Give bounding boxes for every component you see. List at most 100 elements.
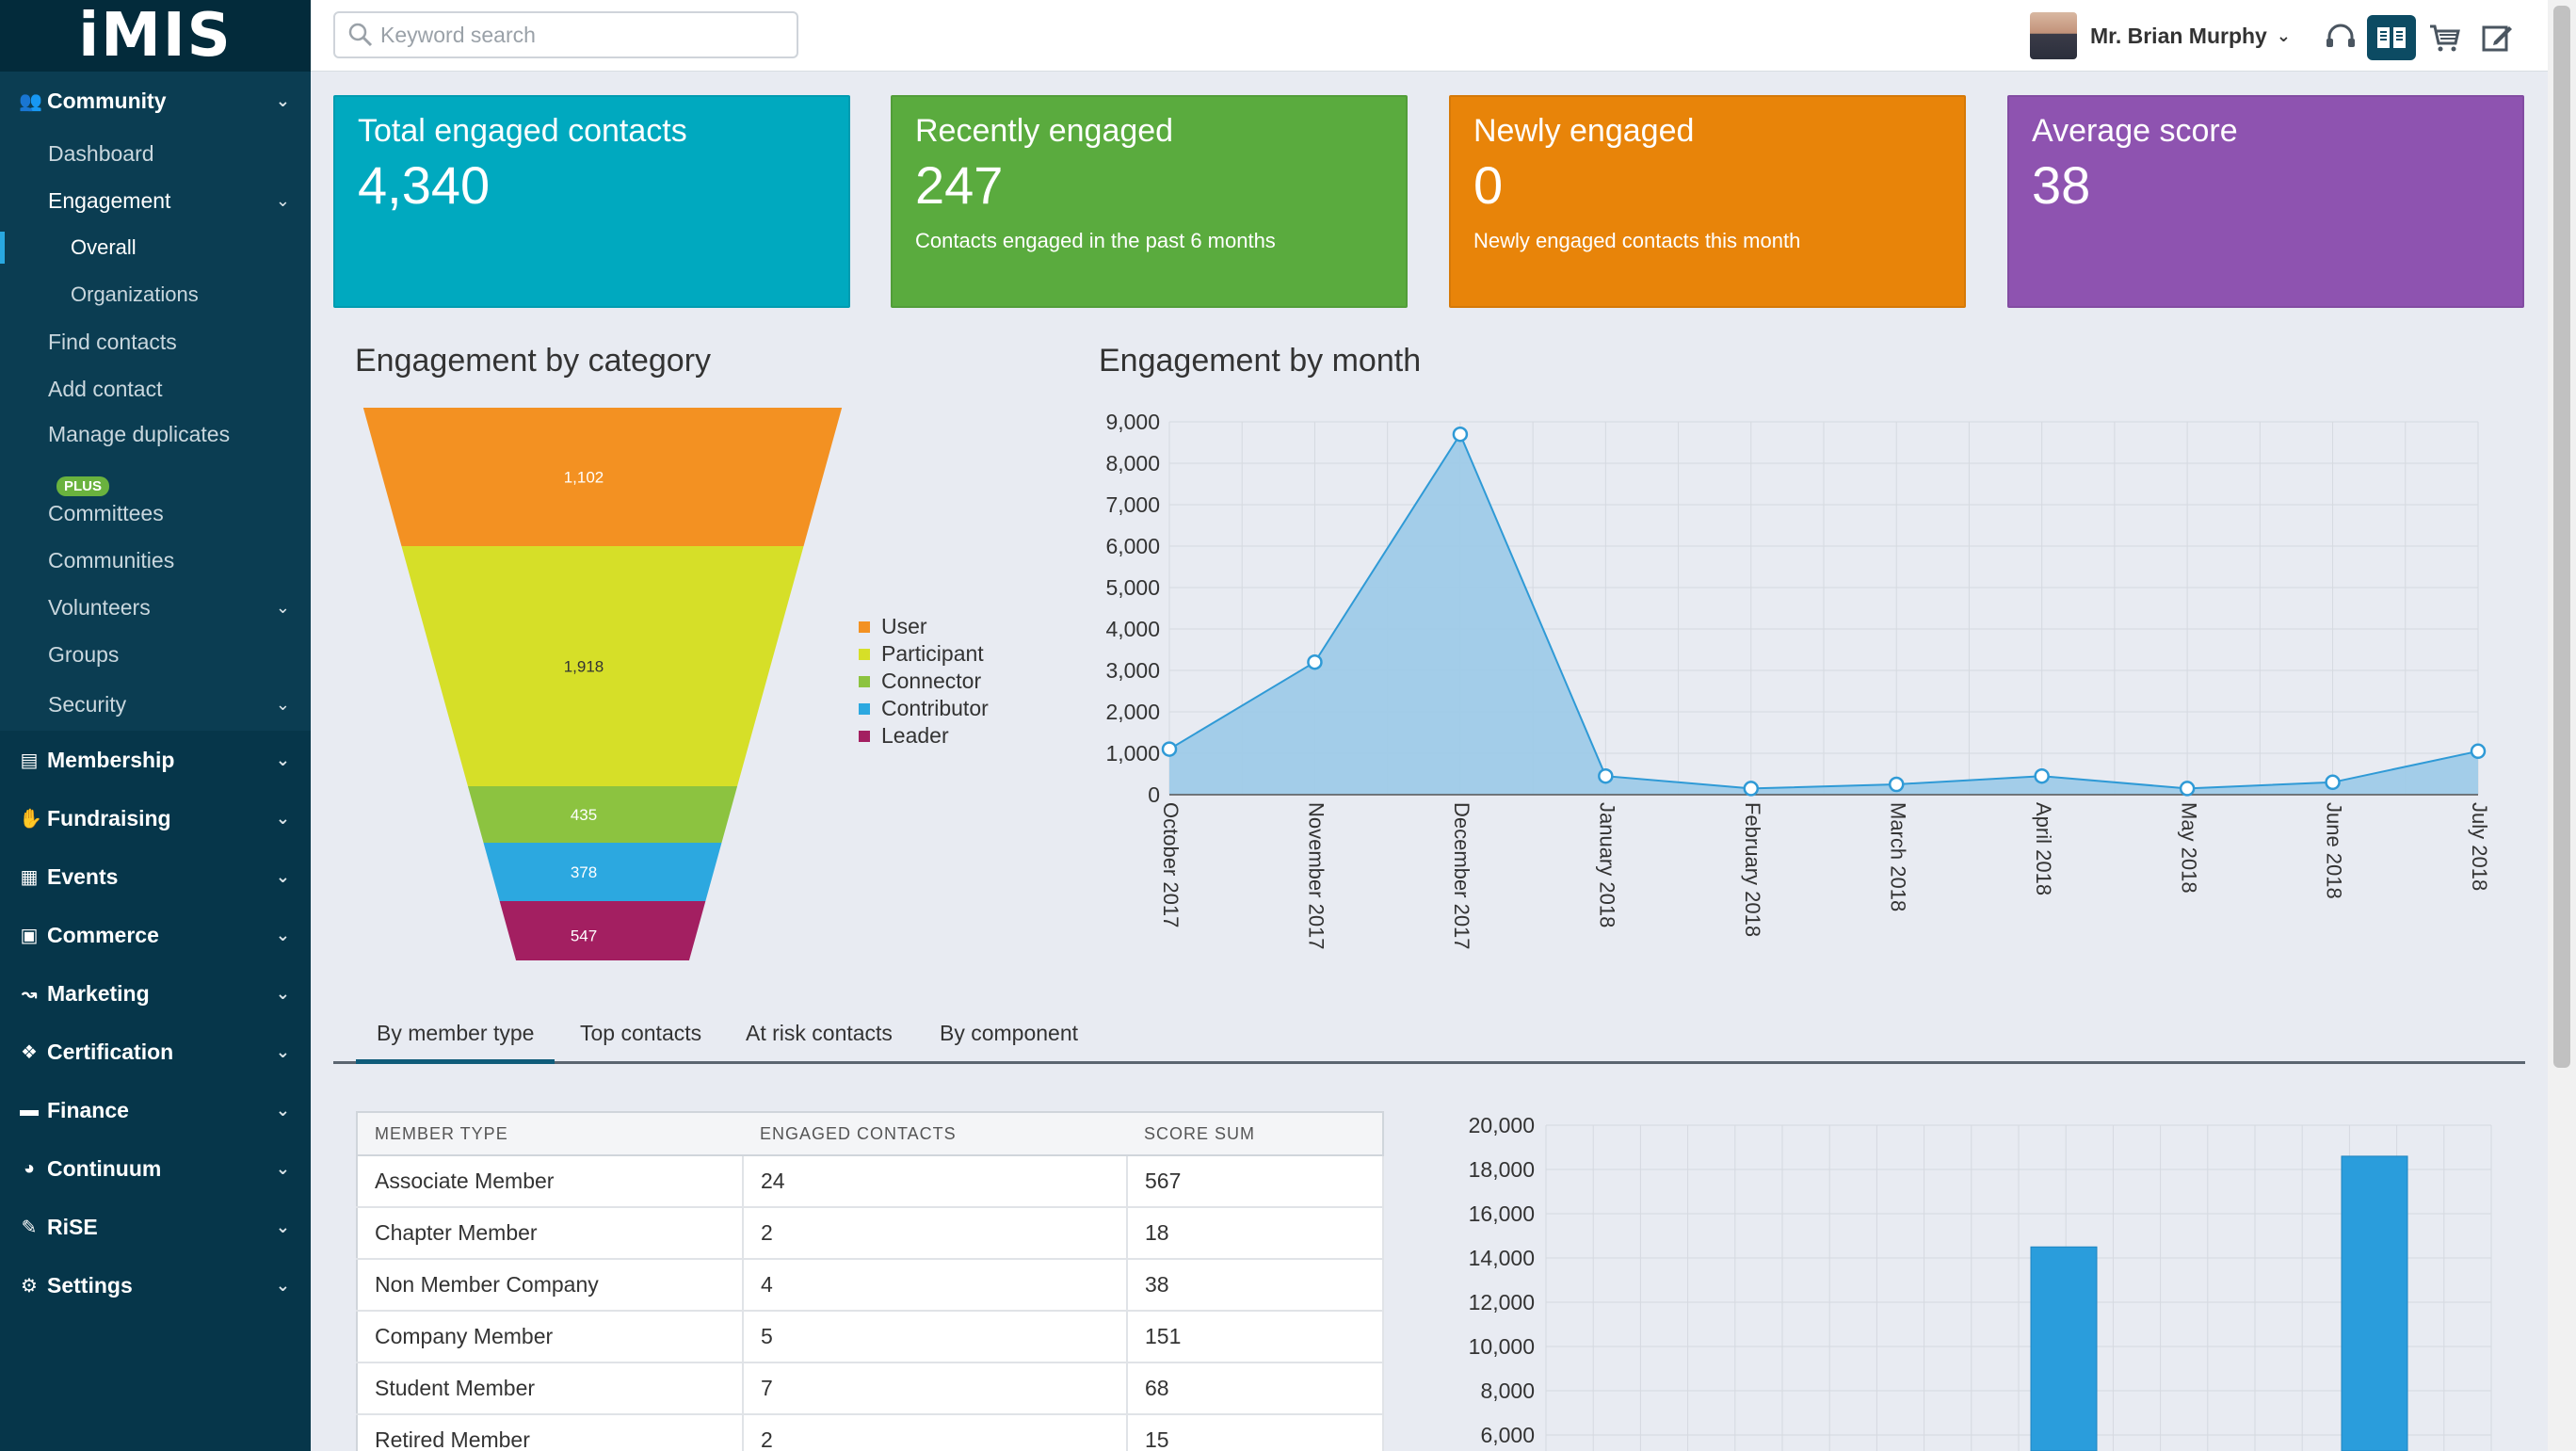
legend-label: User bbox=[881, 614, 927, 638]
book-icon[interactable] bbox=[2367, 15, 2416, 60]
data-point[interactable] bbox=[2034, 767, 2050, 784]
sidebar-item-marketing[interactable]: ↝ Marketing ⌄ bbox=[0, 964, 311, 1023]
card-value: 38 bbox=[2032, 155, 2091, 215]
legend-item-contributor[interactable]: Contributor bbox=[859, 696, 989, 721]
table-row[interactable]: Chapter Member 2 18 bbox=[357, 1207, 1384, 1260]
table-row[interactable]: Retired Member 2 15 bbox=[357, 1414, 1384, 1451]
sidebar-item-label: Fundraising bbox=[47, 805, 171, 830]
money-icon: ▬ bbox=[20, 1099, 39, 1120]
cell: Associate Member bbox=[357, 1155, 744, 1208]
sidebar-item-find-contacts[interactable]: Find contacts bbox=[48, 329, 177, 354]
legend-item-user[interactable]: User bbox=[859, 614, 927, 639]
legend-swatch bbox=[859, 730, 870, 742]
sidebar-item-events[interactable]: ▦ Events ⌄ bbox=[0, 847, 311, 906]
sidebar-item-security[interactable]: Security ⌄ bbox=[0, 678, 311, 731]
legend-item-participant[interactable]: Participant bbox=[859, 641, 984, 667]
search-box[interactable] bbox=[333, 11, 798, 58]
y-tick-label: 14,000 bbox=[1469, 1246, 1535, 1270]
user-menu[interactable]: Mr. Brian Murphy ⌄ bbox=[2030, 11, 2291, 60]
y-tick-label: 5,000 bbox=[1105, 575, 1160, 600]
sidebar-item-certification[interactable]: ❖ Certification ⌄ bbox=[0, 1023, 311, 1081]
sidebar-item-fundraising[interactable]: ✋ Fundraising ⌄ bbox=[0, 789, 311, 847]
data-point[interactable] bbox=[2325, 774, 2341, 791]
sidebar-item-settings[interactable]: ⚙ Settings ⌄ bbox=[0, 1256, 311, 1314]
x-tick-label: October 2017 bbox=[1159, 802, 1183, 927]
data-point[interactable] bbox=[1161, 741, 1178, 757]
sidebar-item-committees[interactable]: Committees bbox=[48, 500, 164, 525]
x-tick-label: December 2017 bbox=[1450, 802, 1473, 950]
y-tick-label: 0 bbox=[1148, 782, 1160, 807]
legend-item-connector[interactable]: Connector bbox=[859, 669, 981, 694]
card-title: Newly engaged bbox=[1473, 113, 1695, 149]
search-input[interactable] bbox=[380, 22, 776, 48]
bar[interactable] bbox=[2341, 1155, 2408, 1451]
sidebar-item-dashboard[interactable]: Dashboard bbox=[48, 140, 154, 166]
imis-logo[interactable]: iMIS bbox=[0, 0, 311, 72]
sidebar-item-finance[interactable]: ▬ Finance ⌄ bbox=[0, 1081, 311, 1139]
legend-item-leader[interactable]: Leader bbox=[859, 723, 949, 749]
sidebar-item-community[interactable]: 👥 Community ⌄ bbox=[0, 72, 311, 130]
sidebar-item-continuum[interactable]: ◕ Continuum ⌄ bbox=[0, 1139, 311, 1198]
y-tick-label: 20,000 bbox=[1469, 1113, 1535, 1137]
cart-icon[interactable] bbox=[2423, 17, 2465, 58]
tab-bar: By member type Top contacts At risk cont… bbox=[333, 1008, 2525, 1064]
headset-icon[interactable] bbox=[2320, 17, 2361, 58]
sidebar-item-label: Finance bbox=[47, 1097, 129, 1122]
x-tick-label: February 2018 bbox=[1741, 802, 1764, 937]
table-row[interactable]: Non Member Company 4 38 bbox=[357, 1259, 1384, 1312]
tab-by-member-type[interactable]: By member type bbox=[356, 1021, 555, 1064]
sidebar-item-label: Events bbox=[47, 863, 119, 889]
column-header[interactable]: SCORE SUM bbox=[1127, 1112, 1383, 1156]
data-point[interactable] bbox=[2179, 781, 2196, 797]
sidebar-item-add-contact[interactable]: Add contact bbox=[48, 376, 163, 401]
table-row[interactable]: Student Member 7 68 bbox=[357, 1362, 1384, 1415]
sidebar-item-communities[interactable]: Communities bbox=[48, 547, 175, 572]
sidebar-item-overall[interactable]: Overall bbox=[0, 224, 311, 271]
funnel-segment-user[interactable] bbox=[362, 408, 843, 546]
data-point[interactable] bbox=[1598, 767, 1614, 784]
data-point[interactable] bbox=[1452, 426, 1469, 443]
bar[interactable] bbox=[2030, 1246, 2098, 1451]
sidebar-item-groups[interactable]: Groups bbox=[48, 641, 120, 667]
y-tick-label: 10,000 bbox=[1469, 1334, 1535, 1359]
chevron-down-icon: ⌄ bbox=[275, 750, 290, 769]
page-scrollbar[interactable] bbox=[2548, 0, 2576, 1451]
data-point[interactable] bbox=[1743, 781, 1760, 797]
data-point[interactable] bbox=[1888, 776, 1905, 793]
legend-label: Contributor bbox=[881, 696, 989, 720]
cell: 38 bbox=[1127, 1259, 1384, 1312]
chevron-down-icon: ⌄ bbox=[2276, 25, 2291, 45]
funnel-segment-contributor[interactable] bbox=[483, 843, 722, 901]
sidebar-item-membership[interactable]: ▤ Membership ⌄ bbox=[0, 731, 311, 789]
data-point[interactable] bbox=[2470, 743, 2487, 760]
sidebar-item-label: Engagement bbox=[48, 187, 171, 213]
table-row[interactable]: Associate Member 24 567 bbox=[357, 1155, 1384, 1208]
data-point[interactable] bbox=[1307, 653, 1323, 670]
chevron-down-icon: ⌄ bbox=[275, 1275, 290, 1295]
column-header[interactable]: MEMBER TYPE bbox=[357, 1112, 743, 1156]
sidebar-item-organizations[interactable]: Organizations bbox=[71, 282, 199, 306]
sidebar-item-commerce[interactable]: ▣ Commerce ⌄ bbox=[0, 906, 311, 964]
tab-by-component[interactable]: By component bbox=[940, 1021, 1079, 1045]
edit-icon[interactable] bbox=[2476, 17, 2518, 58]
column-header[interactable]: ENGAGED CONTACTS bbox=[743, 1112, 1127, 1156]
funnel-segment-connector[interactable] bbox=[467, 786, 738, 843]
sidebar-item-manage-duplicates[interactable]: Manage duplicates bbox=[48, 422, 231, 446]
community-section: 👥 Community ⌄ Dashboard Engagement ⌄ Ove… bbox=[0, 72, 311, 731]
avatar bbox=[2030, 12, 2077, 59]
member-type-bar-chart: 6,000 8,000 10,000 12,000 14,000 16,000 18,000… bbox=[1469, 1113, 2492, 1451]
sidebar-item-engagement[interactable]: Engagement ⌄ bbox=[0, 177, 311, 224]
y-tick-label: 18,000 bbox=[1469, 1157, 1535, 1182]
tab-top-contacts[interactable]: Top contacts bbox=[580, 1021, 702, 1045]
table-row[interactable]: Company Member 5 151 bbox=[357, 1311, 1384, 1363]
card-value: 0 bbox=[1473, 155, 1504, 215]
sidebar-item-rise[interactable]: ✎ RiSE ⌄ bbox=[0, 1198, 311, 1256]
funnel-segment-leader[interactable] bbox=[499, 901, 706, 960]
y-tick-label: 9,000 bbox=[1105, 410, 1160, 434]
card-recently-engaged: Recently engaged 247 Contacts engaged in… bbox=[891, 95, 1408, 308]
funnel-segment-participant[interactable] bbox=[401, 546, 804, 786]
x-tick-label: March 2018 bbox=[1886, 802, 1909, 911]
tab-at-risk-contacts[interactable]: At risk contacts bbox=[746, 1021, 893, 1045]
sidebar-item-volunteers[interactable]: Volunteers ⌄ bbox=[0, 584, 311, 631]
scrollbar-thumb[interactable] bbox=[2553, 6, 2570, 1068]
